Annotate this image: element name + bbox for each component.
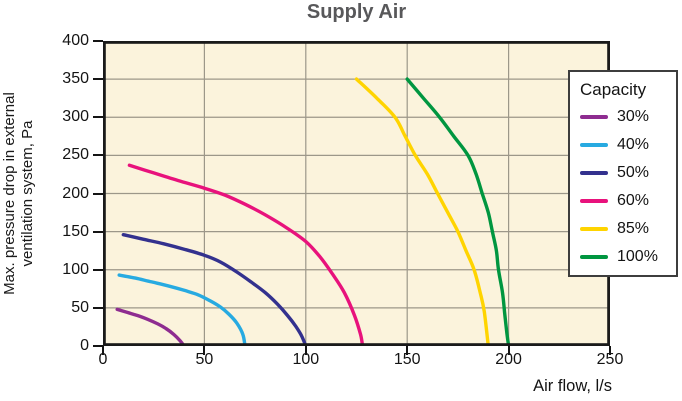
legend-label-50%: 50%	[617, 164, 650, 181]
y-tick-label-200: 200	[62, 184, 89, 202]
legend-item-85%: 85%	[580, 215, 670, 243]
legend-swatch-40%	[580, 143, 608, 147]
curve-capacity-30%	[115, 307, 186, 346]
legend-swatch-100%	[580, 255, 608, 259]
legend-swatch-30%	[580, 115, 608, 119]
legend-swatch-60%	[580, 199, 608, 203]
x-tick-label-200: 200	[495, 351, 522, 368]
x-tick-mark-50	[203, 346, 206, 355]
y-tick-mark-0	[93, 345, 103, 347]
x-tick-label-100: 100	[292, 351, 320, 368]
plot-area	[103, 41, 610, 346]
x-tick-label-250: 250	[596, 351, 624, 368]
x-tick-mark-0	[102, 346, 104, 355]
legend-label-30%: 30%	[617, 108, 650, 125]
x-tick-mark-200	[507, 346, 510, 355]
x-tick-label-150: 150	[393, 351, 421, 368]
curve-capacity-40%	[117, 273, 247, 346]
y-tick-label-250: 250	[62, 146, 89, 164]
legend-label-60%: 60%	[617, 192, 650, 209]
y-tick-mark-350	[93, 78, 103, 81]
y-axis-label: Max. pressure drop in external ventilati…	[1, 41, 39, 346]
y-tick-label-300: 300	[62, 108, 89, 126]
y-tick-label-100: 100	[62, 260, 89, 278]
y-tick-mark-50	[93, 306, 103, 309]
legend-title: Capacity	[580, 80, 647, 99]
y-axis-label-line2: ventilation system, Pa	[19, 120, 36, 267]
legend-item-30%: 30%	[580, 103, 670, 131]
legend-swatch-85%	[580, 227, 608, 231]
y-tick-label-50: 50	[71, 298, 89, 316]
legend-item-40%: 40%	[580, 131, 670, 159]
legend: Capacity 30% 40% 50% 60% 85% 100%	[568, 70, 678, 277]
x-tick-mark-250	[609, 346, 611, 355]
x-tick-label-50: 50	[195, 351, 214, 368]
legend-swatch-50%	[580, 171, 608, 175]
y-tick-label-150: 150	[62, 222, 89, 240]
y-tick-mark-400	[93, 40, 103, 42]
y-axis-label-line1: Max. pressure drop in external	[1, 92, 18, 295]
x-tick-mark-100	[304, 346, 307, 355]
y-tick-label-350: 350	[62, 70, 89, 88]
x-axis-label: Air flow, l/s	[533, 377, 612, 395]
y-tick-mark-300	[93, 116, 103, 119]
y-tick-mark-200	[93, 192, 103, 195]
curve-capacity-50%	[121, 233, 308, 346]
legend-rows: 30% 40% 50% 60% 85% 100%	[580, 103, 670, 271]
y-tick-label-400: 400	[62, 32, 89, 49]
legend-label-85%: 85%	[617, 220, 650, 237]
y-tick-label-0: 0	[80, 337, 89, 354]
curve-capacity-60%	[127, 163, 365, 346]
chart-title: Supply Air	[306, 1, 407, 23]
x-tick-mark-150	[406, 346, 409, 355]
legend-item-50%: 50%	[580, 159, 670, 187]
y-tick-mark-100	[93, 268, 103, 271]
curve-capacity-85%	[354, 77, 490, 346]
legend-item-60%: 60%	[580, 187, 670, 215]
legend-item-100%: 100%	[580, 243, 670, 271]
legend-label-100%: 100%	[617, 248, 658, 265]
y-tick-mark-250	[93, 154, 103, 157]
curve-capacity-100%	[405, 77, 511, 346]
legend-label-40%: 40%	[617, 136, 650, 153]
y-tick-mark-150	[93, 230, 103, 233]
x-tick-label-0: 0	[98, 351, 108, 368]
